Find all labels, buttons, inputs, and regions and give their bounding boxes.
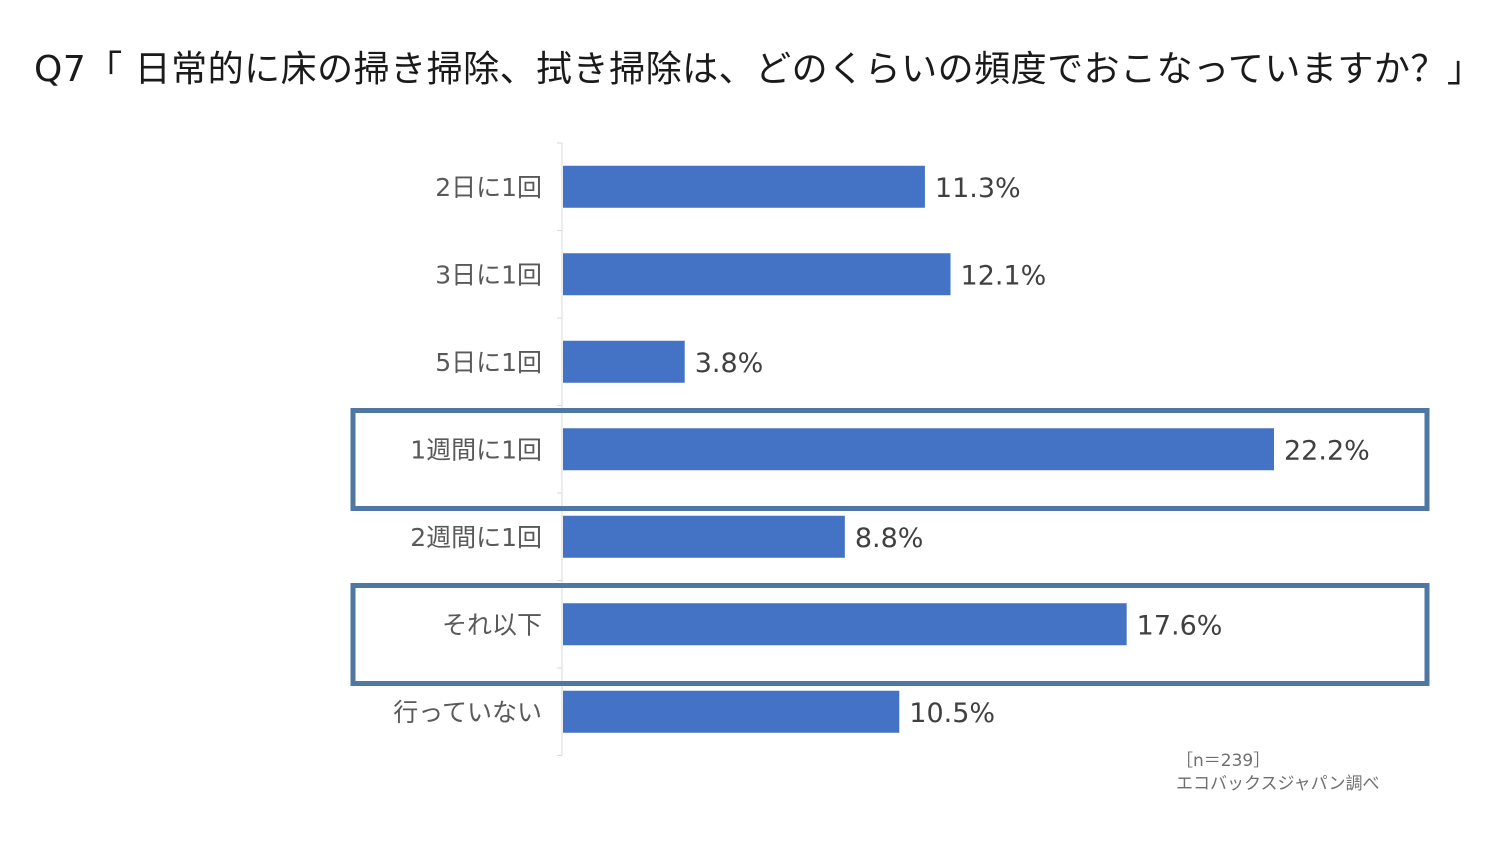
category-label: 5日に1回 [435, 348, 542, 377]
bar [563, 253, 951, 296]
sample-size: ［n＝239］ [1176, 751, 1271, 771]
bar [563, 603, 1127, 646]
source-credit: エコバックスジャパン調べ [1176, 774, 1380, 794]
bar [563, 515, 845, 558]
bar [563, 428, 1274, 471]
value-label: 12.1% [961, 260, 1047, 291]
category-label: 行っていない [393, 698, 542, 727]
value-label: 11.3% [935, 173, 1021, 204]
chart-note: ［n＝239］ エコバックスジャパン調べ [1176, 750, 1380, 796]
chart-title: Q7「 日常的に床の掃き掃除、拭き掃除は、どのくらいの頻度でおこなっていますか？… [34, 49, 1484, 90]
value-label: 10.5% [909, 698, 995, 729]
highlight-frame [350, 583, 1430, 686]
highlight-frame [350, 408, 1430, 511]
bar [563, 690, 900, 733]
value-label: 22.2% [1284, 435, 1370, 466]
value-label: 3.8% [695, 348, 764, 379]
category-label: 2日に1回 [435, 173, 542, 202]
value-label: 17.6% [1137, 610, 1223, 641]
category-label: それ以下 [442, 610, 542, 639]
bar [563, 340, 685, 383]
category-label: 1週間に1回 [410, 435, 542, 464]
category-label: 2週間に1回 [410, 523, 542, 552]
category-label: 3日に1回 [435, 260, 542, 289]
bar [563, 165, 925, 208]
value-label: 8.8% [855, 523, 924, 554]
